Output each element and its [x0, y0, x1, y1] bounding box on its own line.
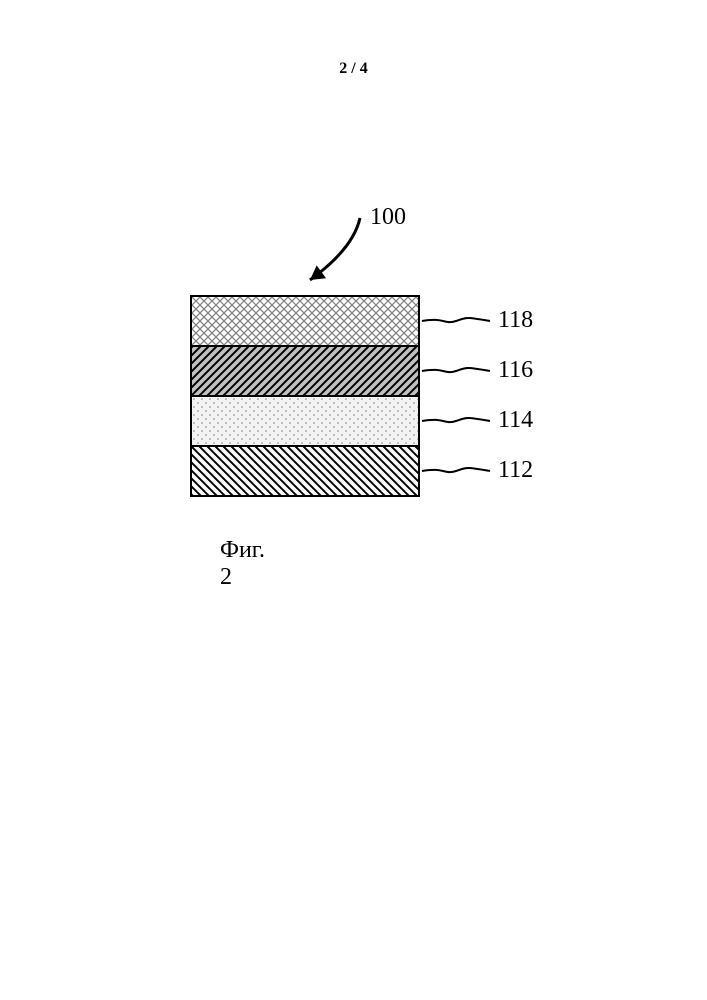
layer-label-118: 118: [498, 307, 533, 334]
layer-116: [190, 345, 420, 397]
figure-caption: Фиг. 2: [220, 537, 265, 591]
assembly-arrow: [310, 218, 360, 280]
layer-label-114: 114: [498, 407, 533, 434]
layer-114: [190, 395, 420, 447]
page: 2 / 4 118 116 114 112 100 Фиг. 2: [0, 0, 707, 1000]
layer-label-116: 116: [498, 357, 533, 384]
leader-112: [422, 468, 490, 472]
leader-114: [422, 418, 490, 422]
layer-118: [190, 295, 420, 347]
figure-overlay: [0, 0, 707, 1000]
assembly-label: 100: [370, 204, 406, 231]
leader-118: [422, 318, 490, 322]
layer-112: [190, 445, 420, 497]
layer-label-112: 112: [498, 457, 533, 484]
leader-116: [422, 368, 490, 372]
assembly-arrowhead: [310, 265, 326, 280]
page-number: 2 / 4: [0, 60, 707, 78]
